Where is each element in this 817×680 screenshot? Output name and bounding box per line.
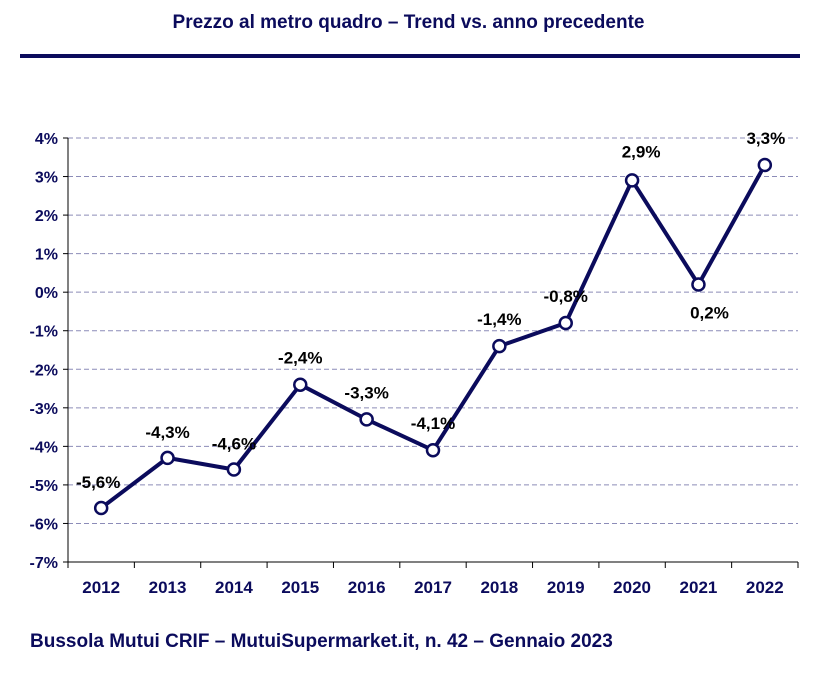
data-label: -0,8% [544,287,588,306]
x-tick-label: 2020 [613,578,651,597]
y-tick-label: 1% [35,247,58,264]
x-tick-label: 2021 [680,578,718,597]
y-tick-label: -3% [30,401,58,418]
y-tick-label: -1% [30,324,58,341]
y-tick-label: 3% [35,170,58,187]
data-label: -4,6% [212,434,256,453]
data-point [492,338,507,354]
title-divider [20,54,800,58]
data-point [691,277,706,292]
data-label: -3,3% [344,383,388,402]
y-tick-label: -7% [30,555,58,572]
data-point [93,500,109,516]
y-tick-label: 4% [35,131,58,148]
x-tick-label: 2018 [480,578,518,597]
x-tick-label: 2022 [746,578,784,597]
x-tick-label: 2016 [348,578,386,597]
grid-layer [68,137,798,524]
data-label: 3,3% [746,129,785,148]
data-label: -5,6% [76,473,120,492]
data-label: -4,1% [411,414,455,433]
data-labels-layer: -5,6% -4,3% -4,6% -2,4% -3,3% -4,1% -1,4% -0,8%… [76,129,785,492]
y-tick-label: 0% [35,285,58,302]
x-tick-label: 2019 [547,578,585,597]
x-tick-label: 2013 [149,578,187,597]
data-label: -4,3% [145,423,189,442]
chart-title: Prezzo al metro quadro – Trend vs. anno … [172,12,645,33]
points-layer [93,157,773,516]
data-label: -1,4% [477,310,521,329]
data-label: -2,4% [278,349,322,368]
data-point [624,173,640,188]
data-label: 0,2% [690,303,729,322]
data-point [757,157,773,173]
x-tick-label: 2012 [82,578,120,597]
y-tick-label: -4% [30,439,58,456]
data-point [293,377,308,392]
y-tick-label: -6% [30,516,58,533]
axis-layer [63,137,799,568]
data-point [160,450,175,466]
x-tick-labels: 2012 2013 2014 2015 2016 2017 2018 2019 2020 2021… [82,578,783,597]
source-footer: Bussola Mutui CRIF – MutuiSupermarket.it… [30,631,613,652]
line-chart: 4% 3% 2% 1% 0% -1% -2% -3% -4% -5% -6% -7% 2012 2013… [30,129,799,597]
y-tick-label: 2% [35,208,58,225]
data-point [425,442,441,458]
y-tick-label: -2% [30,362,58,379]
y-tick-label: -5% [30,478,58,495]
data-point [226,462,242,477]
x-tick-label: 2015 [281,578,319,597]
data-label: 2,9% [622,142,661,161]
data-point [558,315,573,331]
y-tick-labels: 4% 3% 2% 1% 0% -1% -2% -3% -4% -5% -6% -7% [30,131,58,572]
x-tick-label: 2014 [215,578,253,597]
x-tick-label: 2017 [414,578,452,597]
data-point [359,412,374,427]
